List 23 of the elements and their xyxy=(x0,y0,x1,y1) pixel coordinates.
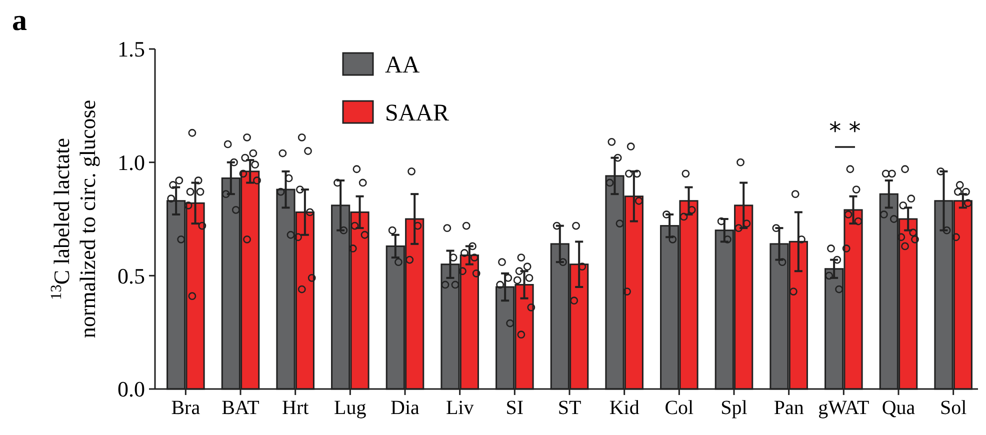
legend-label: SAAR xyxy=(385,100,450,126)
y-tick-label: 0.0 xyxy=(118,376,145,402)
x-tick-label: Dia xyxy=(390,397,420,419)
x-tick-label: Hrt xyxy=(282,397,310,419)
x-tick-label: Sol xyxy=(940,397,968,419)
x-tick-label: Spl xyxy=(720,397,748,419)
x-tick-label: Pan xyxy=(774,397,804,419)
x-tick-label: SI xyxy=(506,397,524,419)
y-tick-label: 1.0 xyxy=(118,150,145,176)
x-tick-label: gWAT xyxy=(818,397,870,419)
x-tick-label: BAT xyxy=(222,397,260,419)
annotation: * * xyxy=(829,117,861,145)
x-tick-label: Kid xyxy=(609,397,640,419)
x-tick-label: Lug xyxy=(334,397,366,419)
x-tick-label: Bra xyxy=(171,397,200,419)
text: a xyxy=(12,4,27,37)
x-tick-label: Col xyxy=(664,397,694,419)
x-tick-label: ST xyxy=(558,397,582,419)
legend-label: AA xyxy=(385,52,420,78)
y-tick-label: 1.5 xyxy=(118,36,145,62)
x-tick-label: Qua xyxy=(882,397,916,419)
y-tick-label: 0.5 xyxy=(118,263,145,288)
x-tick-label: Liv xyxy=(446,397,474,419)
